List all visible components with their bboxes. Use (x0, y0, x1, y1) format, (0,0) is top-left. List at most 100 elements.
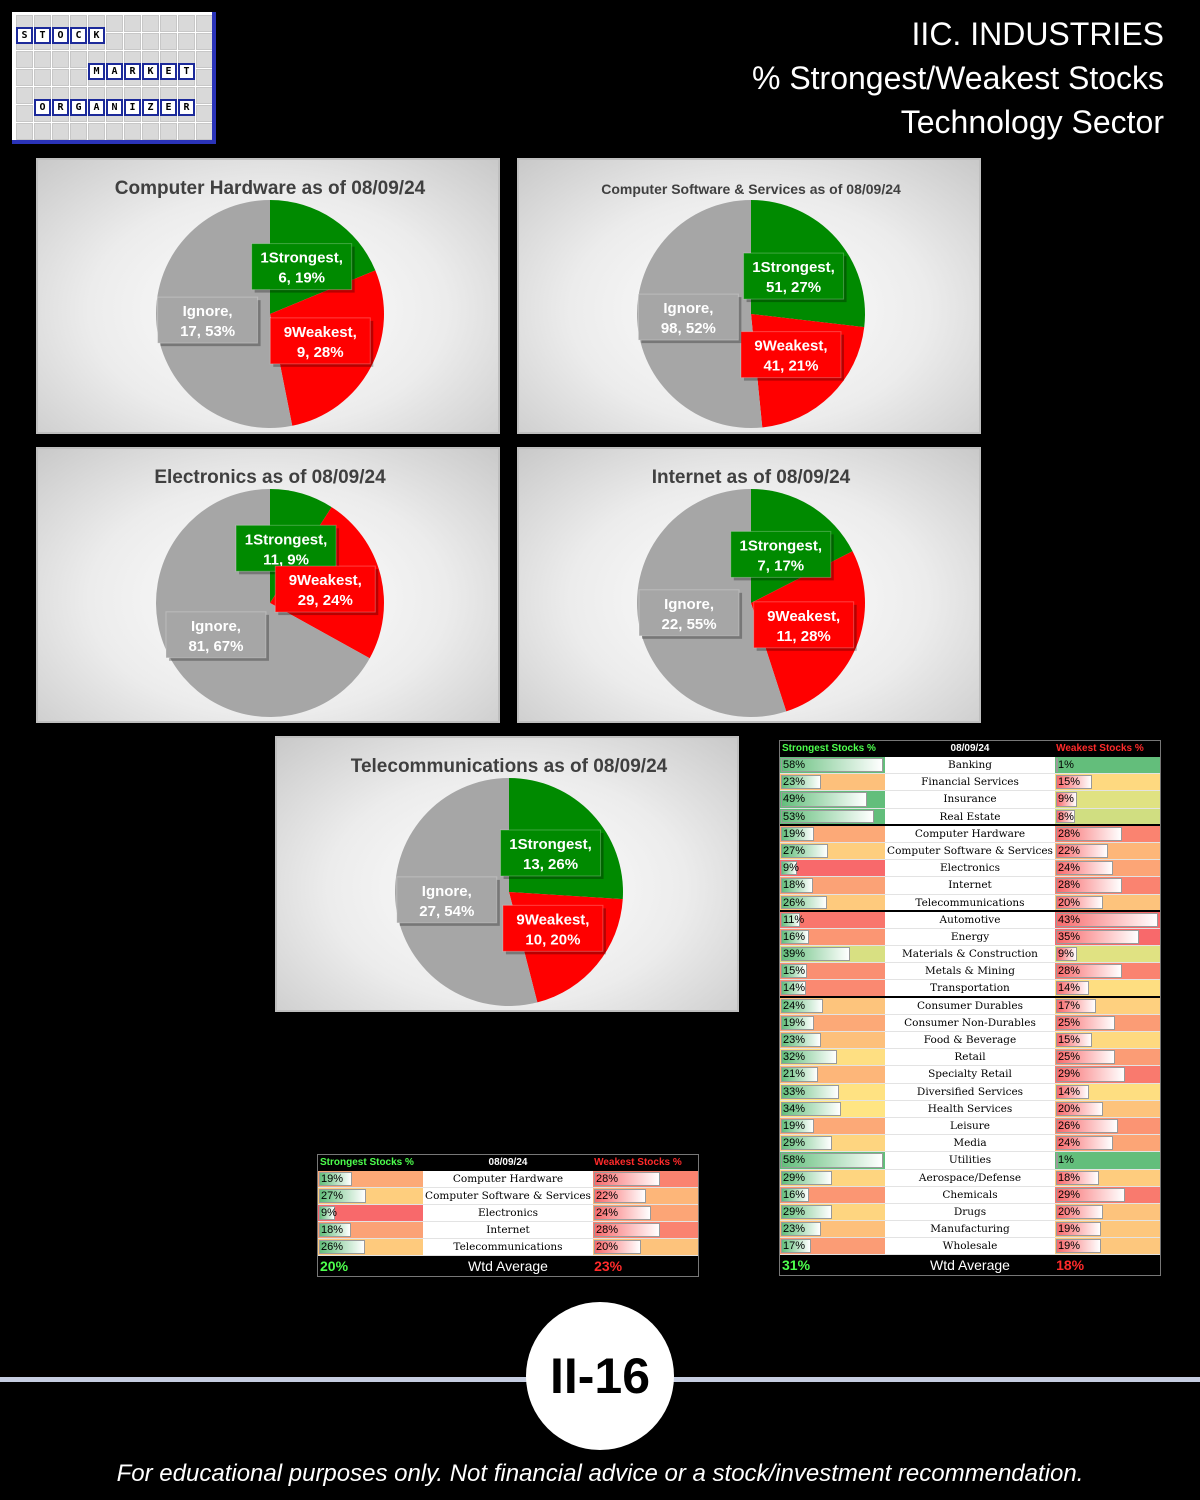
data-label-value: 6, 19% (278, 270, 325, 287)
strongest-value: 29% (783, 1171, 806, 1184)
logo-grid-cell (196, 15, 212, 32)
data-label-strongest: 1Strongest, 7, 17% (730, 530, 834, 581)
industry-name: Energy (885, 928, 1055, 946)
strongest-bar (319, 1172, 353, 1186)
data-label-name: 1Strongest, (245, 531, 328, 548)
logo-letter: C (70, 27, 87, 44)
weakest-bar (1056, 809, 1075, 823)
weakest-cell: 20% (593, 1239, 698, 1255)
data-label-weakest: 9Weakest, 10, 20% (502, 904, 606, 955)
industry-name: Computer Software & Services (423, 1188, 593, 1204)
table-row: 24% Consumer Durables 17% (780, 997, 1160, 1015)
wtd-average-label: Wtd Average (930, 1257, 1010, 1274)
weakest-cell: 9% (1055, 946, 1160, 963)
strongest-value: 19% (321, 1173, 344, 1185)
data-label-box (637, 293, 739, 341)
weakest-cell: 14% (1055, 1083, 1160, 1100)
logo-grid-cell (160, 123, 177, 140)
table-row: 58% Utilities 1% (780, 1152, 1160, 1170)
weakest-bar (1056, 1118, 1118, 1134)
logo-grid-cell (16, 69, 33, 86)
strongest-cell: 9% (318, 1205, 423, 1221)
logo-grid-cell (124, 15, 141, 32)
header-weakest: Weakest Stocks % (594, 1157, 682, 1168)
weakest-value: 29% (1058, 1188, 1081, 1201)
data-label-strongest: 1Strongest, 13, 26% (500, 829, 604, 879)
strongest-cell: 58% (780, 757, 885, 774)
logo-grid-cell (34, 51, 51, 68)
strongest-bar (781, 792, 868, 807)
industry-name: Computer Hardware (885, 825, 1055, 842)
data-label-name: 9Weakest, (767, 608, 840, 625)
weakest-cell: 24% (1055, 1135, 1160, 1152)
strongest-value: 9% (321, 1207, 337, 1219)
strongest-bar (781, 1222, 822, 1237)
logo-grid-cell (106, 123, 123, 140)
strongest-bar (781, 1239, 811, 1254)
weakest-value: 29% (1058, 1068, 1081, 1081)
strongest-cell: 23% (780, 1221, 885, 1238)
strongest-bar (781, 895, 827, 909)
logo-grid-cell (70, 69, 87, 86)
logo-letter: M (88, 63, 105, 80)
strongest-value: 58% (783, 1154, 806, 1167)
industry-name: Specialty Retail (885, 1066, 1055, 1083)
weakest-bar (1056, 1187, 1125, 1202)
weakest-value: 43% (1058, 913, 1081, 926)
logo-grid-cell (196, 51, 212, 68)
data-label-box (730, 530, 832, 578)
strongest-value: 23% (783, 1223, 806, 1236)
strongest-cell: 9% (780, 860, 885, 877)
header-date: 08/09/24 (950, 743, 990, 754)
weakest-value: 20% (1058, 896, 1081, 909)
data-label-box (740, 331, 842, 379)
data-label-value: 11, 28% (777, 628, 831, 645)
data-label-box (638, 589, 740, 637)
table-row: 11% Automotive 43% (780, 911, 1160, 929)
data-label-ignore: Ignore, 27, 54% (396, 876, 500, 926)
weakest-bar (1056, 947, 1078, 962)
data-label-box (500, 829, 602, 877)
logo-letter: R (178, 99, 195, 116)
logo-grid-cell (16, 123, 33, 140)
data-label-name: 9Weakest, (289, 572, 362, 589)
data-label-box (743, 252, 845, 300)
table-row: 18% Internet 28% (318, 1222, 698, 1239)
strongest-value: 26% (783, 896, 806, 909)
weakest-cell: 19% (1055, 1221, 1160, 1238)
weakest-value: 20% (1058, 1102, 1081, 1115)
strongest-bar (319, 1240, 365, 1254)
weakest-cell: 1% (1055, 757, 1160, 774)
table-row: 19% Computer Hardware 28% (780, 825, 1160, 843)
industry-name: Food & Beverage (885, 1032, 1055, 1049)
weakest-value: 15% (1058, 1034, 1081, 1046)
industry-name: Consumer Durables (885, 997, 1055, 1014)
wtd-average-weakest: 18% (1056, 1257, 1085, 1274)
weakest-cell: 19% (1055, 1238, 1160, 1255)
logo-grid-cell (178, 33, 195, 50)
weakest-bar (594, 1189, 647, 1203)
strongest-cell: 53% (780, 808, 885, 824)
strongest-value: 18% (321, 1224, 344, 1236)
weakest-value: 17% (1058, 999, 1081, 1012)
logo-grid-cell (196, 33, 212, 50)
weakest-value: 28% (596, 1224, 619, 1236)
logo-grid-cell (124, 123, 141, 140)
title-line-3: Technology Sector (900, 104, 1164, 140)
logo-letter: O (52, 27, 69, 44)
weakest-cell: 28% (593, 1222, 698, 1238)
weakest-cell: 28% (1055, 825, 1160, 842)
weakest-bar (1056, 1204, 1104, 1220)
strongest-cell: 21% (780, 1066, 885, 1083)
logo-grid-cell (196, 105, 212, 122)
data-label-name: Ignore, (663, 300, 713, 317)
industry-name: Insurance (885, 791, 1055, 808)
strongest-bar (781, 861, 797, 876)
weakest-bar (1056, 775, 1092, 790)
weakest-cell: 22% (1055, 842, 1160, 860)
weakest-cell: 15% (1055, 1032, 1160, 1049)
strongest-cell: 19% (318, 1171, 423, 1187)
page-title: IIC. INDUSTRIES % Strongest/Weakest Stoc… (752, 12, 1164, 144)
weakest-cell: 43% (1055, 911, 1160, 928)
